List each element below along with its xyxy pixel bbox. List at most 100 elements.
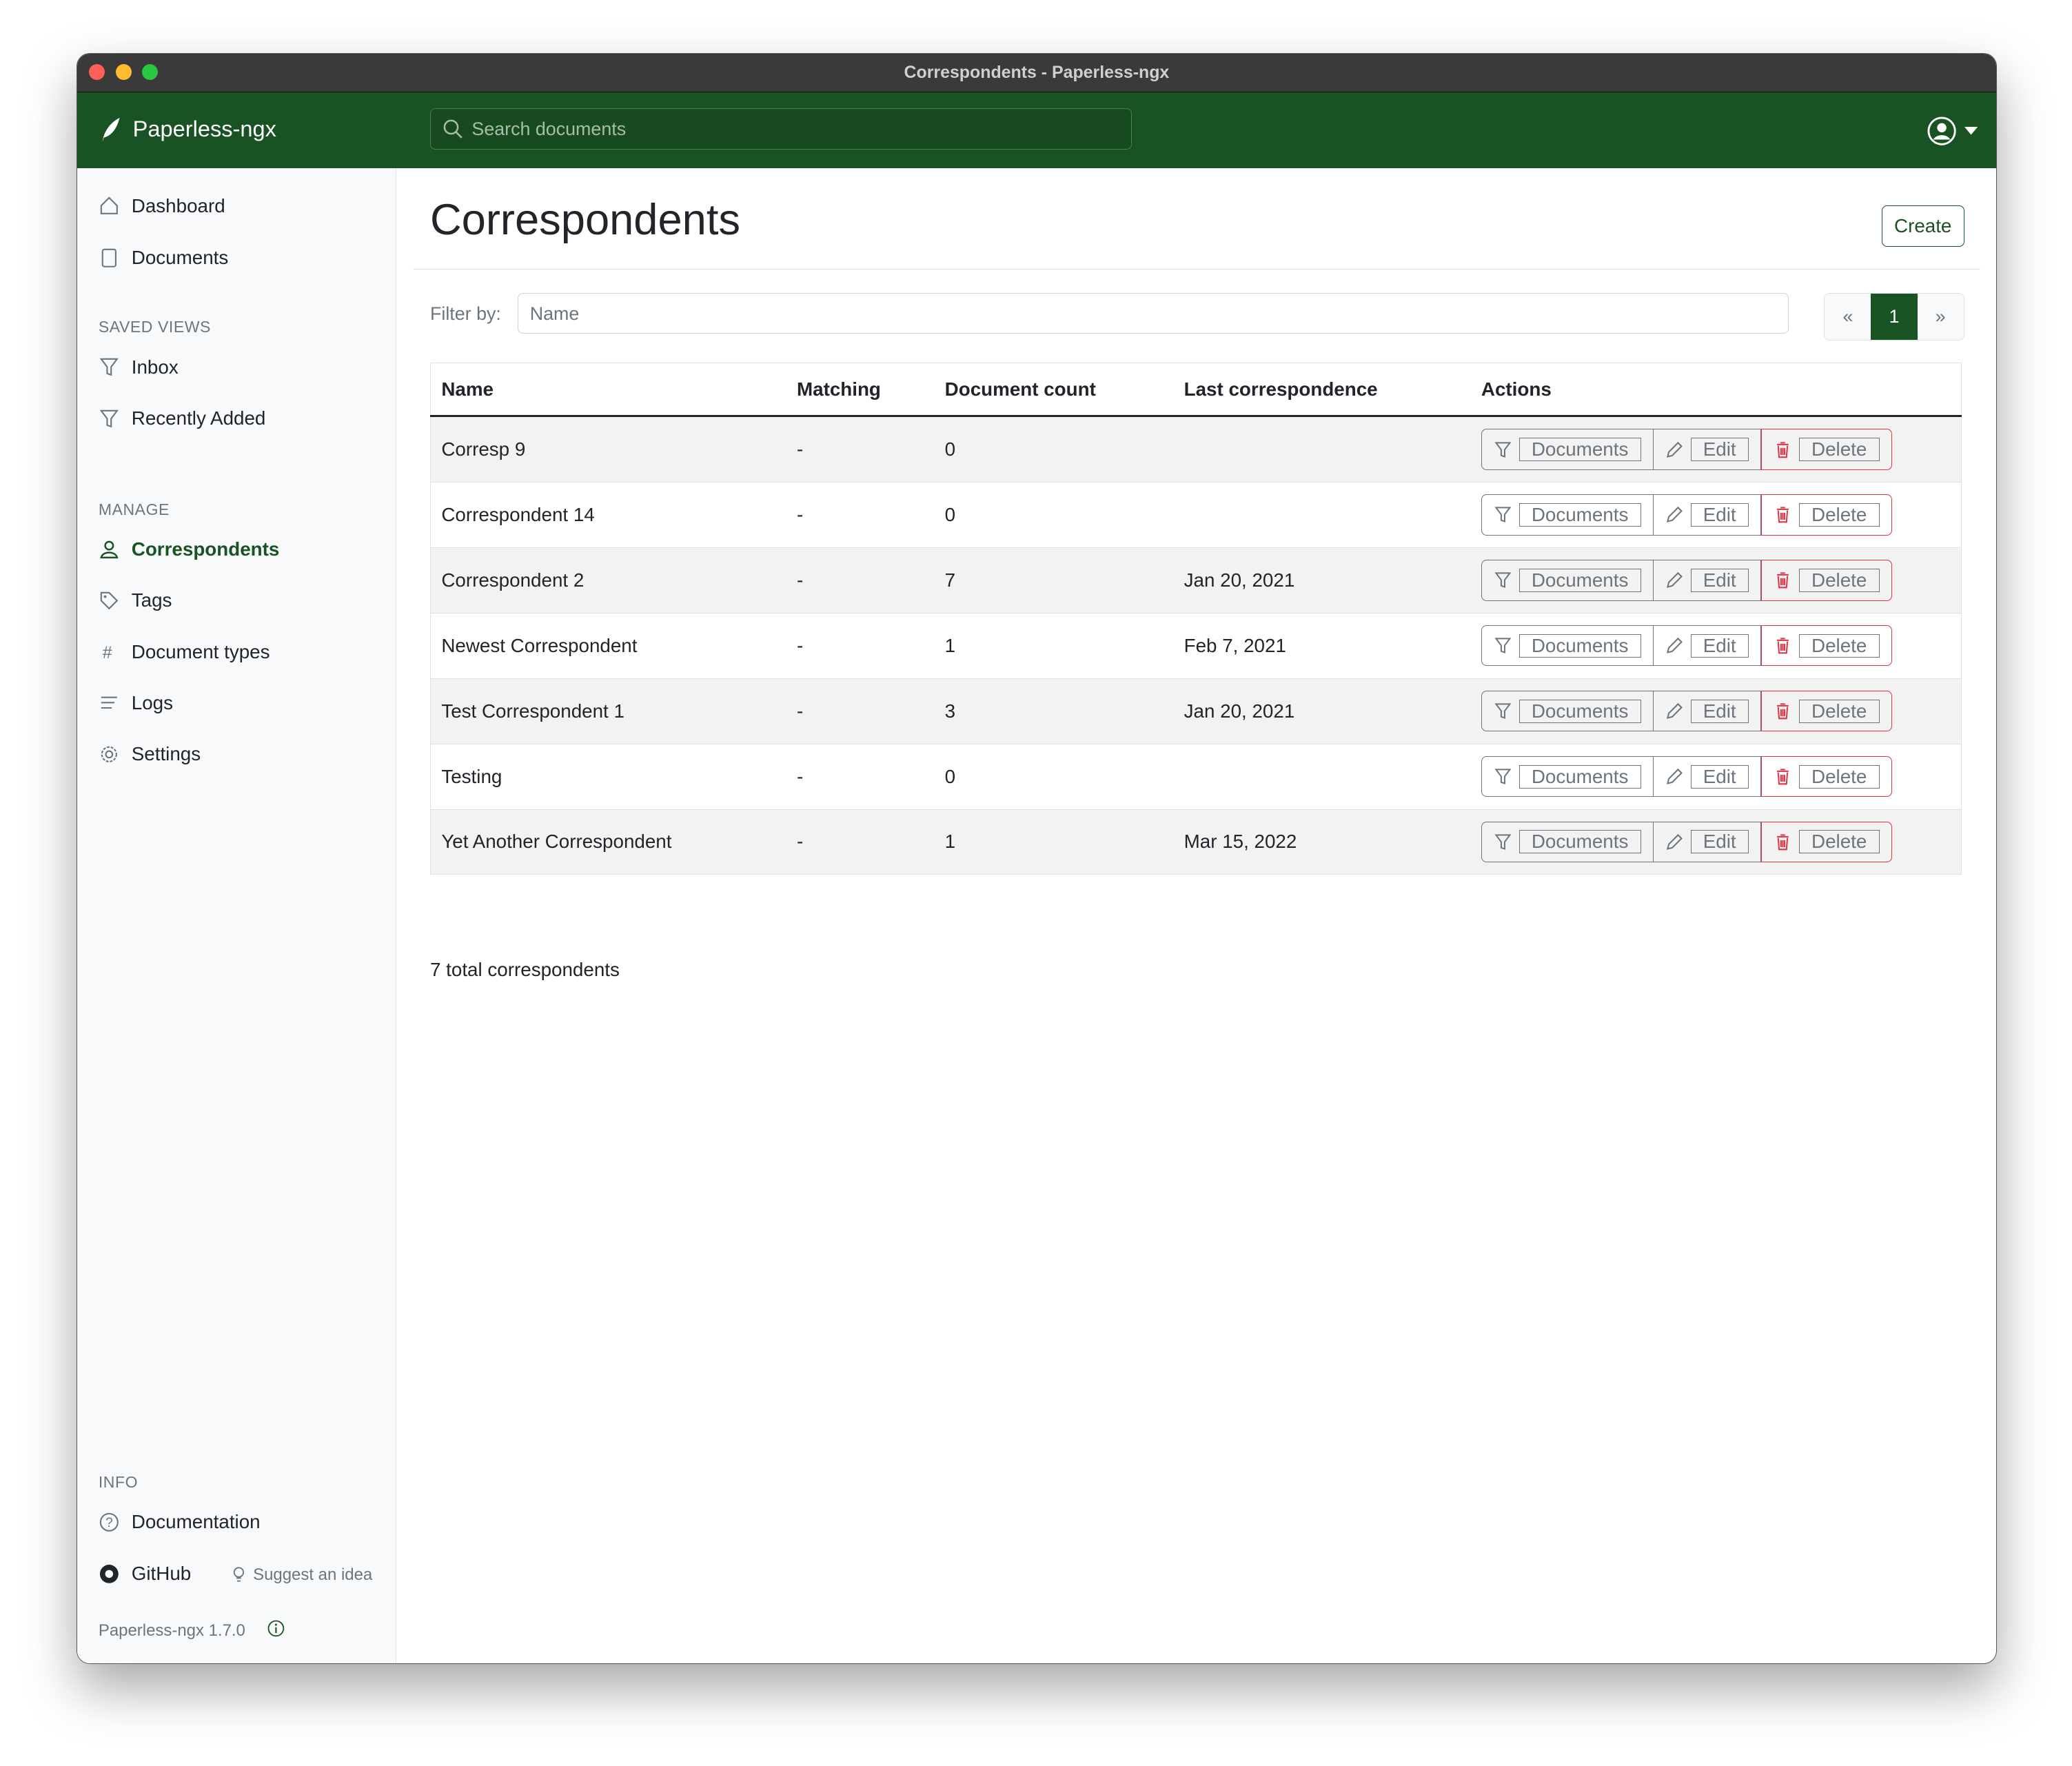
delete-button[interactable]: Delete — [1761, 755, 1892, 798]
sidebar-item-settings[interactable]: Settings — [99, 743, 201, 765]
edit-button[interactable]: Edit — [1653, 821, 1762, 863]
action-button-group: Documents Edit Delete — [1481, 560, 1892, 601]
minimize-window-button[interactable] — [115, 64, 132, 80]
sidebar-item-inbox[interactable]: Inbox — [99, 356, 179, 378]
sidebar-item-dashboard[interactable]: Dashboard — [99, 195, 225, 217]
delete-label: Delete — [1798, 503, 1880, 527]
delete-button[interactable]: Delete — [1761, 625, 1892, 667]
cell-document-count: 0 — [934, 415, 1174, 483]
funnel-icon — [1494, 507, 1512, 523]
svg-text:?: ? — [105, 1516, 113, 1530]
pagination: « 1 » — [1824, 292, 1964, 341]
version-label: Paperless-ngx 1.7.0 — [98, 1621, 245, 1641]
edit-label: Edit — [1690, 568, 1749, 592]
brand-link[interactable]: Paperless-ngx — [99, 116, 276, 143]
cell-document-count: 0 — [934, 743, 1174, 810]
documents-button[interactable]: Documents — [1481, 560, 1654, 601]
delete-button[interactable]: Delete — [1761, 429, 1892, 470]
trash-icon — [1777, 572, 1789, 589]
column-header-matching[interactable]: Matching — [786, 363, 935, 417]
edit-label: Edit — [1690, 699, 1749, 723]
edit-button[interactable]: Edit — [1653, 560, 1762, 601]
window-title: Correspondents - Paperless-ngx — [904, 63, 1170, 83]
documents-button[interactable]: Documents — [1481, 429, 1654, 470]
brand-name: Paperless-ngx — [132, 116, 276, 142]
svg-text:#: # — [103, 643, 112, 662]
documents-button[interactable]: Documents — [1481, 755, 1654, 798]
files-icon — [101, 248, 116, 267]
github-link[interactable]: GitHub — [99, 1563, 191, 1585]
documents-label: Documents — [1519, 437, 1641, 461]
create-button[interactable]: Create — [1881, 205, 1964, 247]
edit-button[interactable]: Edit — [1653, 690, 1762, 732]
edit-button[interactable]: Edit — [1653, 755, 1762, 798]
cell-actions: Documents Edit Delete — [1470, 415, 1962, 483]
sidebar-item-document-types[interactable]: # Document types — [99, 641, 270, 663]
edit-button[interactable]: Edit — [1653, 494, 1762, 536]
edit-button[interactable]: Edit — [1653, 429, 1762, 470]
search-icon — [443, 119, 463, 139]
table-row: Corresp 9 - 0 Documents Edit Delete — [430, 415, 1962, 483]
delete-button[interactable]: Delete — [1761, 690, 1892, 732]
version-info-button[interactable] — [267, 1619, 285, 1643]
delete-label: Delete — [1798, 830, 1880, 854]
table-row: Testing - 0 Documents Edit Delete — [430, 743, 1962, 810]
documents-button[interactable]: Documents — [1481, 625, 1654, 667]
github-label: GitHub — [131, 1562, 192, 1584]
sidebar-item-correspondents[interactable]: Correspondents — [99, 538, 279, 560]
cell-last-correspondence — [1173, 481, 1471, 548]
page-1-button[interactable]: 1 — [1871, 293, 1918, 340]
total-count: 7 total correspondents — [430, 958, 620, 980]
action-button-group: Documents Edit Delete — [1481, 494, 1892, 536]
trash-icon — [1777, 834, 1789, 851]
sidebar-item-logs[interactable]: Logs — [99, 692, 173, 714]
page-next-button[interactable]: » — [1917, 293, 1964, 340]
funnel-icon — [99, 409, 119, 428]
title-bar: Correspondents - Paperless-ngx — [77, 53, 1996, 93]
cell-matching: - — [786, 743, 935, 810]
delete-button[interactable]: Delete — [1761, 494, 1892, 536]
cell-name: Test Correspondent 1 — [430, 678, 786, 744]
delete-button[interactable]: Delete — [1761, 821, 1892, 863]
action-button-group: Documents Edit Delete — [1481, 690, 1892, 732]
column-header-last-correspondence[interactable]: Last correspondence — [1173, 363, 1471, 417]
documentation-link[interactable]: ? Documentation — [99, 1511, 261, 1533]
sidebar-item-tags[interactable]: Tags — [99, 589, 172, 611]
sidebar: Dashboard Documents SAVED VIEWS Inbox Recent… — [77, 168, 397, 1663]
tag-icon — [100, 591, 119, 610]
documents-button[interactable]: Documents — [1481, 690, 1654, 732]
search-input[interactable]: Search documents — [430, 108, 1132, 150]
leaf-icon — [102, 117, 120, 142]
action-button-group: Documents Edit Delete — [1481, 755, 1892, 798]
close-window-button[interactable] — [89, 64, 105, 80]
sidebar-item-label: Settings — [131, 742, 201, 764]
page-prev-button[interactable]: « — [1825, 293, 1871, 340]
cell-actions: Documents Edit Delete — [1470, 743, 1962, 810]
sidebar-item-recently-added[interactable]: Recently Added — [99, 407, 265, 429]
delete-button[interactable]: Delete — [1761, 560, 1892, 601]
trash-icon — [1777, 769, 1789, 785]
manage-heading: MANAGE — [98, 500, 170, 518]
edit-button[interactable]: Edit — [1653, 625, 1762, 667]
sidebar-item-label: Dashboard — [131, 194, 225, 216]
table-row: Newest Correspondent - 1 Feb 7, 2021 Doc… — [430, 612, 1962, 679]
user-menu-button[interactable] — [1927, 116, 1978, 145]
list-icon — [101, 697, 117, 709]
cell-matching: - — [786, 612, 935, 679]
funnel-icon — [99, 358, 119, 376]
person-icon — [100, 540, 119, 558]
sidebar-item-documents[interactable]: Documents — [99, 247, 228, 269]
cell-name: Testing — [430, 743, 786, 810]
column-header-name[interactable]: Name — [430, 363, 786, 417]
documents-button[interactable]: Documents — [1481, 821, 1654, 863]
filter-name-input[interactable]: Name — [517, 292, 1789, 334]
funnel-icon — [1494, 441, 1512, 458]
column-header-document-count[interactable]: Document count — [934, 363, 1174, 417]
documents-button[interactable]: Documents — [1481, 494, 1654, 536]
cell-last-correspondence: Jan 20, 2021 — [1173, 678, 1471, 744]
delete-label: Delete — [1798, 633, 1880, 658]
documents-label: Documents — [1519, 568, 1641, 592]
cell-matching: - — [786, 809, 935, 875]
maximize-window-button[interactable] — [142, 64, 159, 80]
suggest-idea-link[interactable]: Suggest an idea — [230, 1565, 372, 1585]
